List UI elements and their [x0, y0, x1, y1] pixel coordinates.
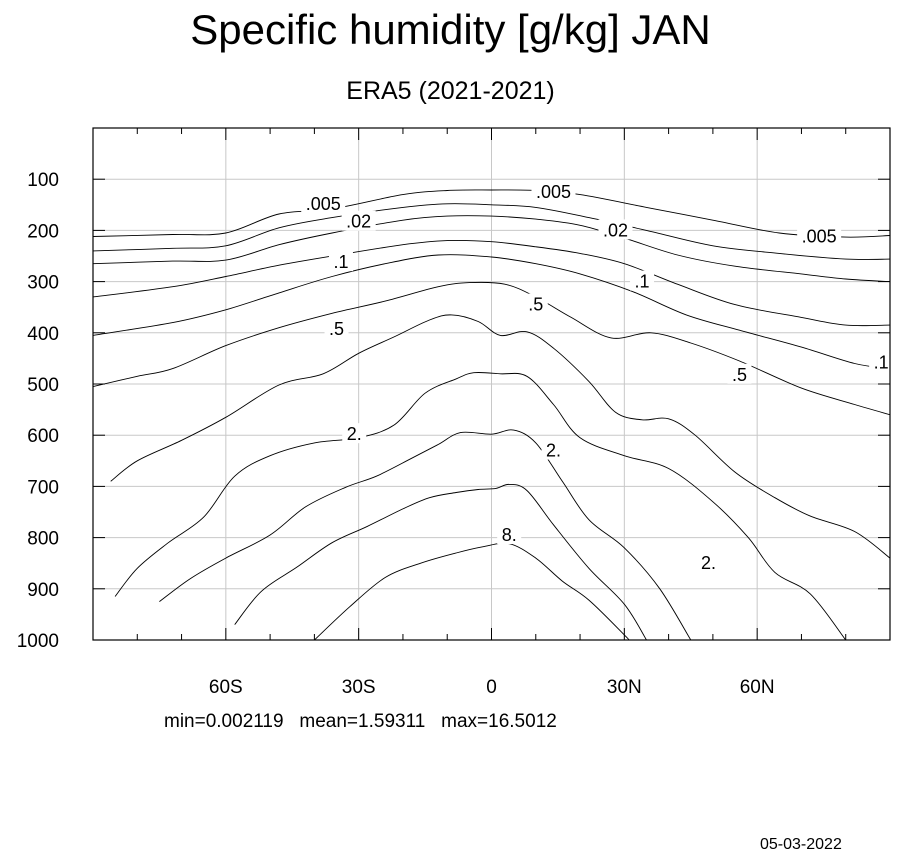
- contour-label-background: [630, 270, 655, 291]
- contour-lines: [92, 189, 891, 641]
- contour-label-background: [324, 318, 349, 339]
- x-tick-label: 30S: [342, 677, 376, 698]
- contour-line-0p5: [92, 281, 891, 416]
- contour-label-background: [301, 192, 346, 213]
- y-tick-label: 500: [27, 375, 59, 396]
- contour-label-background: [696, 552, 721, 573]
- y-tick-label: 900: [27, 580, 59, 601]
- contour-label: .5: [528, 295, 543, 315]
- contour-label-background: [531, 181, 576, 201]
- contour-label-background: [342, 423, 367, 444]
- contour-label: .02: [603, 220, 628, 240]
- contour-label: .02: [346, 212, 371, 232]
- contour-line-0p005: [92, 189, 891, 238]
- y-tick-label: 600: [27, 426, 59, 447]
- contour-line-1: [110, 314, 891, 559]
- contour-label: 2.: [701, 553, 716, 573]
- contour-label-background: [797, 225, 842, 246]
- contour-line-0p1: [92, 254, 891, 370]
- contour-label-background: [869, 351, 894, 372]
- x-tick-label: 30N: [607, 677, 642, 698]
- contour-label: .5: [732, 365, 747, 385]
- chart-subtitle: ERA5 (2021-2021): [346, 77, 555, 105]
- contour-label: .1: [333, 252, 348, 272]
- x-tick-label: 60N: [740, 677, 775, 698]
- contour-label: 2.: [347, 424, 362, 444]
- date-stamp: 05-03-2022: [760, 836, 842, 853]
- contour-line-0p05: [92, 239, 891, 327]
- contour-labels: .005.005.005.02.02.1.1.1.5.5.52.2.2.8.: [301, 181, 894, 573]
- contour-label-background: [598, 219, 633, 240]
- contour-label: .1: [635, 272, 650, 292]
- y-tick-label: 200: [27, 221, 59, 242]
- grid-lines: [93, 128, 890, 640]
- contour-line-0p01: [92, 203, 891, 260]
- stat-max: max=16.5012: [441, 711, 557, 732]
- contour-line-4: [159, 429, 692, 641]
- contour-line-0p02: [92, 215, 891, 283]
- contour-label-background: [541, 439, 566, 460]
- stat-min: min=0.002119: [164, 711, 284, 732]
- y-tick-label: 300: [27, 273, 59, 294]
- contour-label-background: [328, 251, 353, 272]
- contour-label: .005: [802, 227, 837, 247]
- contour-label: .005: [306, 194, 341, 214]
- x-tick-label: 0: [486, 677, 497, 698]
- y-tick-label: 100: [27, 170, 59, 191]
- contour-label: .5: [329, 319, 344, 339]
- x-tick-label: 60S: [209, 677, 243, 698]
- contour-label: .1: [874, 352, 889, 372]
- contour-line-2: [114, 372, 847, 641]
- y-tick-label: 700: [27, 477, 59, 498]
- y-tick-label: 400: [27, 324, 59, 345]
- contour-label: 8.: [502, 525, 517, 545]
- contour-label: 2.: [546, 441, 561, 461]
- statistics-line: min=0.002119 mean=1.59311 max=16.5012: [164, 711, 557, 733]
- stat-mean: mean=1.59311: [299, 711, 426, 732]
- contour-label-background: [341, 210, 376, 231]
- y-tick-label: 1000: [17, 631, 59, 652]
- chart-title: Specific humidity [g/kg] JAN: [190, 6, 711, 53]
- y-tick-label: 800: [27, 529, 59, 550]
- axes: 60S 30S 0 30N 60N 100 200 300 400 500 600 700 800 900…: [17, 128, 890, 698]
- contour-label-background: [727, 363, 752, 384]
- contour-label-background: [497, 524, 522, 545]
- contour-line-16: [314, 542, 630, 641]
- contour-line-8: [234, 483, 647, 641]
- contour-label-background: [523, 293, 548, 314]
- contour-label: .005: [536, 182, 571, 202]
